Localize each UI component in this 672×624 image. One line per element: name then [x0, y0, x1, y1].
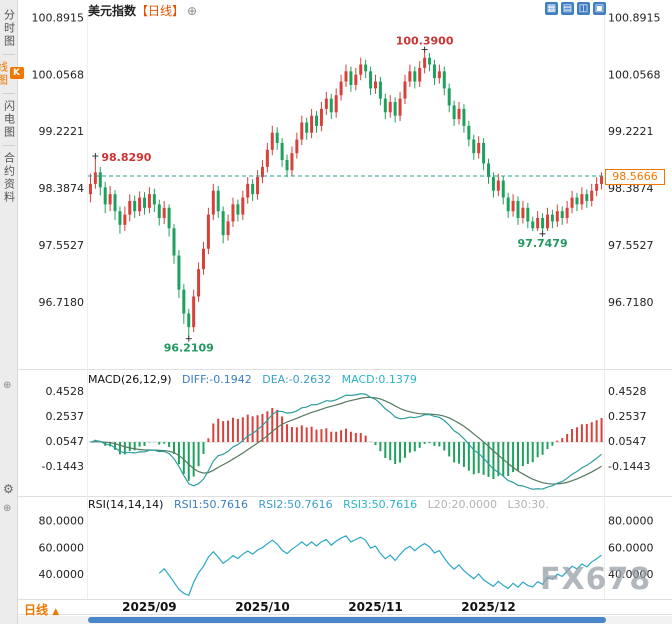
rsi-l20-value: L20:20.0000: [427, 498, 497, 511]
timeline-scroll-thumb[interactable]: [88, 617, 606, 623]
panel-divider: [18, 599, 672, 600]
svg-text:98.3874: 98.3874: [39, 182, 85, 195]
svg-text:40.0000: 40.0000: [39, 568, 85, 581]
svg-text:0.2537: 0.2537: [608, 410, 647, 423]
sidebar-item-label: 闪电图: [2, 100, 16, 139]
layout-single-icon[interactable]: ▣: [593, 2, 606, 15]
sidebar-item-label: 分时图: [2, 9, 16, 48]
watermark: FX678: [540, 562, 652, 597]
rsi-panel-area[interactable]: [88, 508, 604, 598]
period-selector[interactable]: 日线 ▲: [24, 601, 59, 618]
period-tag[interactable]: 【日线】: [136, 4, 185, 18]
svg-text:2025/12: 2025/12: [461, 600, 515, 614]
sidebar-item-contract-info[interactable]: 合约资料: [1, 152, 17, 204]
svg-text:-0.1443: -0.1443: [42, 460, 84, 473]
svg-text:2025/09: 2025/09: [122, 600, 176, 614]
main-chart-area[interactable]: [88, 14, 604, 364]
kline-badge: K: [9, 67, 24, 79]
period-selector-label: 日线: [24, 603, 49, 617]
svg-text:2025/11: 2025/11: [348, 600, 402, 614]
panel-divider: [18, 369, 672, 370]
sidebar-item-time-chart[interactable]: 分时图: [1, 9, 17, 48]
gear-icon[interactable]: ⚙: [3, 482, 14, 496]
macd-header: MACD(26,12,9) DIFF:-0.1942 DEA:-0.2632 M…: [88, 373, 417, 386]
chevron-up-icon: ▲: [52, 607, 60, 617]
svg-text:100.8915: 100.8915: [32, 11, 85, 24]
svg-text:0.0547: 0.0547: [608, 435, 647, 448]
layout-grid-icon[interactable]: ▦: [545, 2, 558, 15]
rsi-title: RSI(14,14,14): [88, 498, 164, 511]
rsi2-value: RSI2:50.7616: [258, 498, 333, 511]
sidebar-item-label: 线图: [0, 61, 9, 87]
macd-panel-area[interactable]: [88, 386, 604, 496]
sidebar-item-label: 合约资料: [2, 152, 16, 204]
sidebar-item-kline-chart[interactable]: K 线图: [0, 61, 24, 87]
divider: [2, 93, 15, 94]
layout-split-icon[interactable]: ◫: [577, 2, 590, 15]
svg-text:100.8915: 100.8915: [608, 11, 661, 24]
svg-text:97.5527: 97.5527: [608, 239, 654, 252]
instrument-title: 美元指数: [88, 4, 137, 18]
svg-text:0.2537: 0.2537: [46, 410, 85, 423]
svg-text:2025/10: 2025/10: [235, 600, 289, 614]
rsi-header: RSI(14,14,14) RSI1:50.7616 RSI2:50.7616 …: [88, 498, 549, 511]
last-price-badge: 98.5666: [605, 169, 665, 185]
svg-text:60.0000: 60.0000: [608, 541, 654, 554]
chart-titlebar: 美元指数【日线】 ⊕: [88, 2, 197, 19]
macd-macd-value: MACD:0.1379: [341, 373, 417, 386]
divider: [2, 145, 15, 146]
svg-text:100.0568: 100.0568: [32, 68, 85, 81]
svg-text:99.2221: 99.2221: [608, 125, 654, 138]
svg-text:60.0000: 60.0000: [39, 541, 85, 554]
divider: [2, 54, 15, 55]
svg-text:97.5527: 97.5527: [39, 239, 85, 252]
layout-rows-icon[interactable]: ▤: [561, 2, 574, 15]
svg-text:96.7180: 96.7180: [608, 296, 654, 309]
panel-divider: [18, 614, 672, 615]
svg-text:0.4528: 0.4528: [46, 385, 85, 398]
add-indicator-icon[interactable]: ⊕: [187, 4, 198, 18]
svg-text:99.2221: 99.2221: [39, 125, 85, 138]
macd-dea-value: DEA:-0.2632: [262, 373, 332, 386]
svg-text:0.0547: 0.0547: [46, 435, 85, 448]
panel-divider: [18, 496, 672, 497]
macd-diff-value: DIFF:-0.1942: [182, 373, 252, 386]
svg-text:80.0000: 80.0000: [608, 515, 654, 528]
layout-icon-group: ▦ ▤ ◫ ▣: [545, 2, 606, 15]
macd-title: MACD(26,12,9): [88, 373, 172, 386]
rsi1-value: RSI1:50.7616: [173, 498, 248, 511]
rsi-settings-icon[interactable]: ⊕: [3, 503, 12, 514]
macd-settings-icon[interactable]: ⊕: [3, 380, 12, 391]
svg-text:100.0568: 100.0568: [608, 68, 661, 81]
left-sidebar: 分时图 K 线图 闪电图 合约资料: [0, 0, 24, 624]
svg-text:80.0000: 80.0000: [39, 515, 85, 528]
sidebar-item-lightning-chart[interactable]: 闪电图: [1, 100, 17, 139]
rsi-l30-value: L30:30.: [507, 498, 549, 511]
rsi3-value: RSI3:50.7616: [343, 498, 418, 511]
svg-text:0.4528: 0.4528: [608, 385, 647, 398]
svg-text:-0.1443: -0.1443: [608, 460, 650, 473]
svg-text:96.7180: 96.7180: [39, 296, 85, 309]
